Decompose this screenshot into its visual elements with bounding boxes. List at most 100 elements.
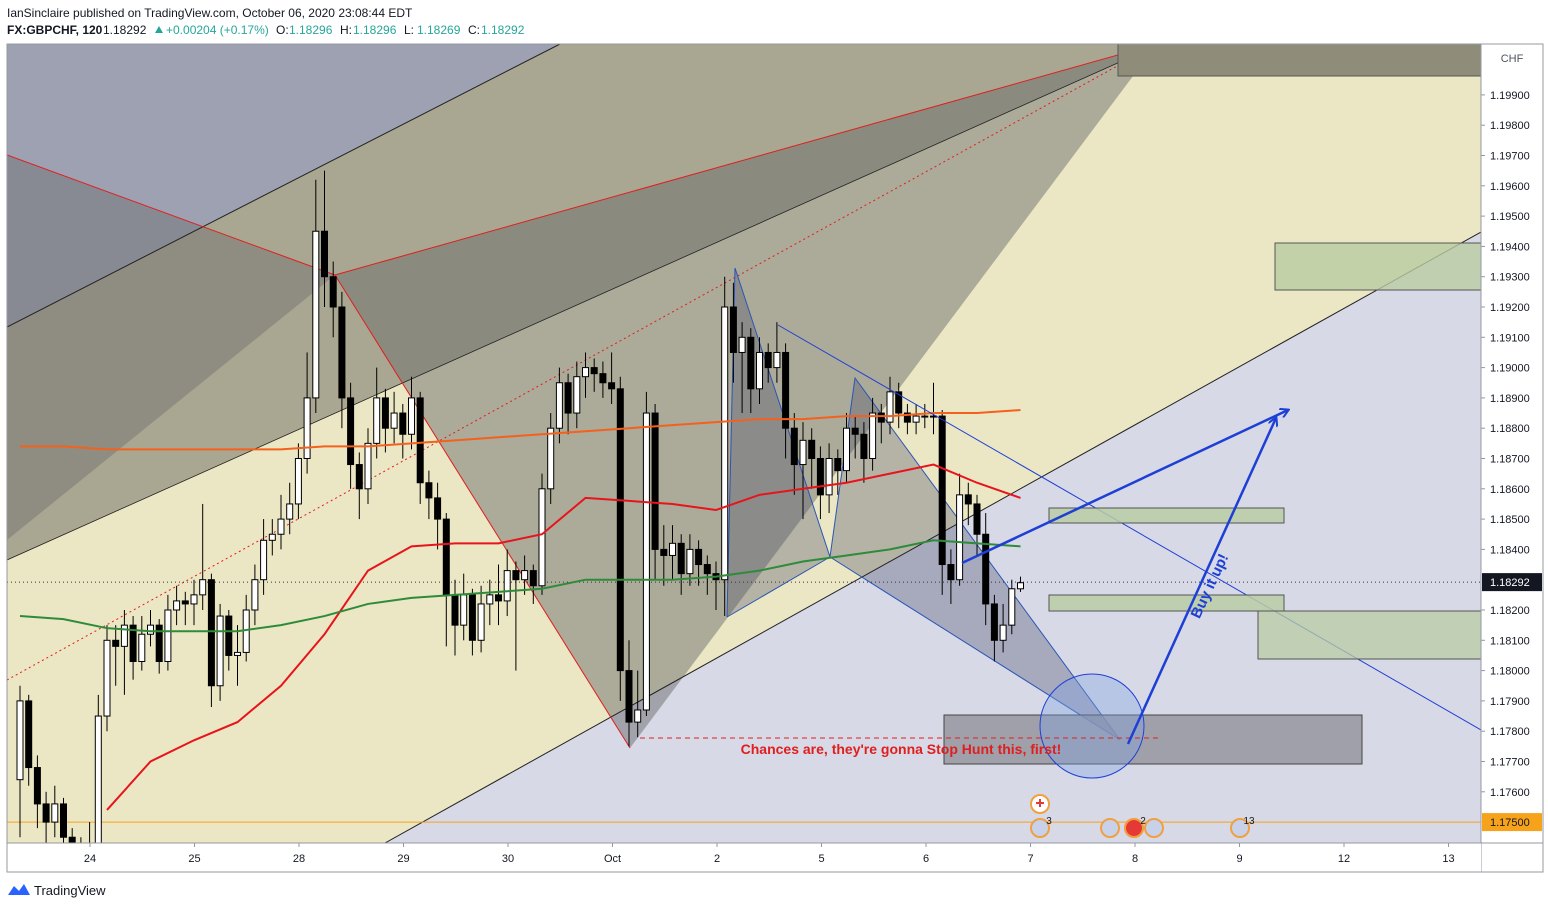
candle-body <box>451 594 459 626</box>
zone-box <box>1048 594 1285 612</box>
candle-body <box>207 579 215 687</box>
x-tick-label: 12 <box>1338 853 1350 865</box>
candle-body <box>912 415 920 423</box>
events: 3 2 13 <box>1030 794 1255 838</box>
x-tick-label: 28 <box>293 853 305 865</box>
y-tick-label: 1.18800 <box>1490 423 1530 435</box>
candle-body <box>686 548 694 575</box>
candle-body <box>582 367 589 378</box>
candle-body <box>660 548 668 556</box>
candle-body <box>120 624 128 647</box>
candle-body <box>225 615 233 656</box>
y-tick-label: 1.17700 <box>1490 756 1530 768</box>
candle-body <box>703 564 711 575</box>
candle-body <box>138 633 146 663</box>
pattern-line <box>829 556 1121 741</box>
moving-average <box>106 463 1021 811</box>
event-icon <box>1124 818 1144 838</box>
x-tick-label: 30 <box>502 853 514 865</box>
candle-body <box>886 391 894 423</box>
y-tick-label: 1.19500 <box>1490 211 1530 223</box>
candle-body <box>642 412 650 711</box>
candle-body <box>608 382 616 390</box>
candle-body <box>277 518 285 535</box>
zone-box <box>943 714 1363 765</box>
ohlc-label: H: <box>340 23 352 37</box>
ohlc-label: C: <box>468 23 480 37</box>
candle-body <box>303 397 311 459</box>
y-tick-label: 1.19900 <box>1490 90 1530 102</box>
y-tick-label: 1.17900 <box>1490 696 1530 708</box>
candle-body <box>677 542 685 575</box>
candle-body <box>808 439 816 459</box>
candle-body <box>460 594 468 626</box>
candle-body <box>268 533 276 541</box>
price-axis <box>1481 44 1543 872</box>
pattern-zone <box>830 378 1120 740</box>
candle-body <box>147 624 154 635</box>
candle-body <box>999 624 1007 641</box>
annotation: Chances are, they're gonna Stop Hunt thi… <box>741 741 1062 757</box>
pattern-line <box>7 44 1158 681</box>
candle-body <box>25 700 33 769</box>
candle-body <box>825 457 833 496</box>
candle-body <box>234 651 241 656</box>
event-icon <box>1144 818 1164 838</box>
candle-body <box>51 803 59 823</box>
candle-body <box>895 391 903 414</box>
candle-body <box>790 427 798 466</box>
y-tick-label: 1.19600 <box>1490 181 1530 193</box>
y-tick-label: 1.18700 <box>1490 453 1530 465</box>
candle-body <box>590 367 598 375</box>
candle-body <box>164 609 172 663</box>
candle-body <box>947 564 955 581</box>
candle-body <box>434 497 442 520</box>
candle-body <box>634 709 642 723</box>
candle-body <box>1008 588 1016 626</box>
candle-body <box>869 412 877 459</box>
candle-body <box>364 442 372 490</box>
candle-body <box>816 457 824 496</box>
x-tick-label: 6 <box>923 853 929 865</box>
price-tag-label: 1.18292 <box>1490 577 1530 589</box>
candle-body <box>33 767 41 805</box>
y-tick-label: 1.19300 <box>1490 272 1530 284</box>
candle-body <box>843 427 850 472</box>
y-tick-label: 1.19700 <box>1490 151 1530 163</box>
pattern-zone <box>7 155 335 540</box>
candle-body <box>956 494 964 581</box>
y-tick-label: 1.18400 <box>1490 544 1530 556</box>
candle-body <box>408 397 415 435</box>
candle-body <box>651 412 659 550</box>
candle-body <box>425 482 433 499</box>
candle-body <box>16 700 24 781</box>
candle-body <box>181 600 189 605</box>
x-tick-label: 5 <box>818 853 824 865</box>
x-tick-label: 13 <box>1442 853 1454 865</box>
candle-body <box>68 836 76 843</box>
ohlc-value: 1.18296 <box>289 23 333 37</box>
candle-body <box>442 518 450 596</box>
published-line: IanSinclaire published on TradingView.co… <box>7 6 413 20</box>
candle-body <box>773 351 781 369</box>
candle-body <box>512 570 520 581</box>
brand: TradingView <box>34 883 106 898</box>
candle-body <box>1017 582 1024 590</box>
candle-body <box>982 533 990 605</box>
candle-body <box>155 624 163 663</box>
x-tick-label: Oct <box>604 853 621 865</box>
y-tick-label: 1.18100 <box>1490 635 1530 647</box>
ohlc-value: 1.18292 <box>481 23 525 37</box>
time-axis <box>7 843 1481 872</box>
candle-body <box>338 306 346 399</box>
candle-body <box>329 276 337 308</box>
candle-body <box>616 388 624 672</box>
candle-body <box>529 570 537 587</box>
candle-body <box>251 579 259 611</box>
event-count: 3 <box>1046 816 1052 827</box>
zone-box <box>1257 610 1481 660</box>
candle-body <box>190 594 198 605</box>
trendline <box>777 324 1481 731</box>
ohlc-label: L: <box>404 23 414 37</box>
